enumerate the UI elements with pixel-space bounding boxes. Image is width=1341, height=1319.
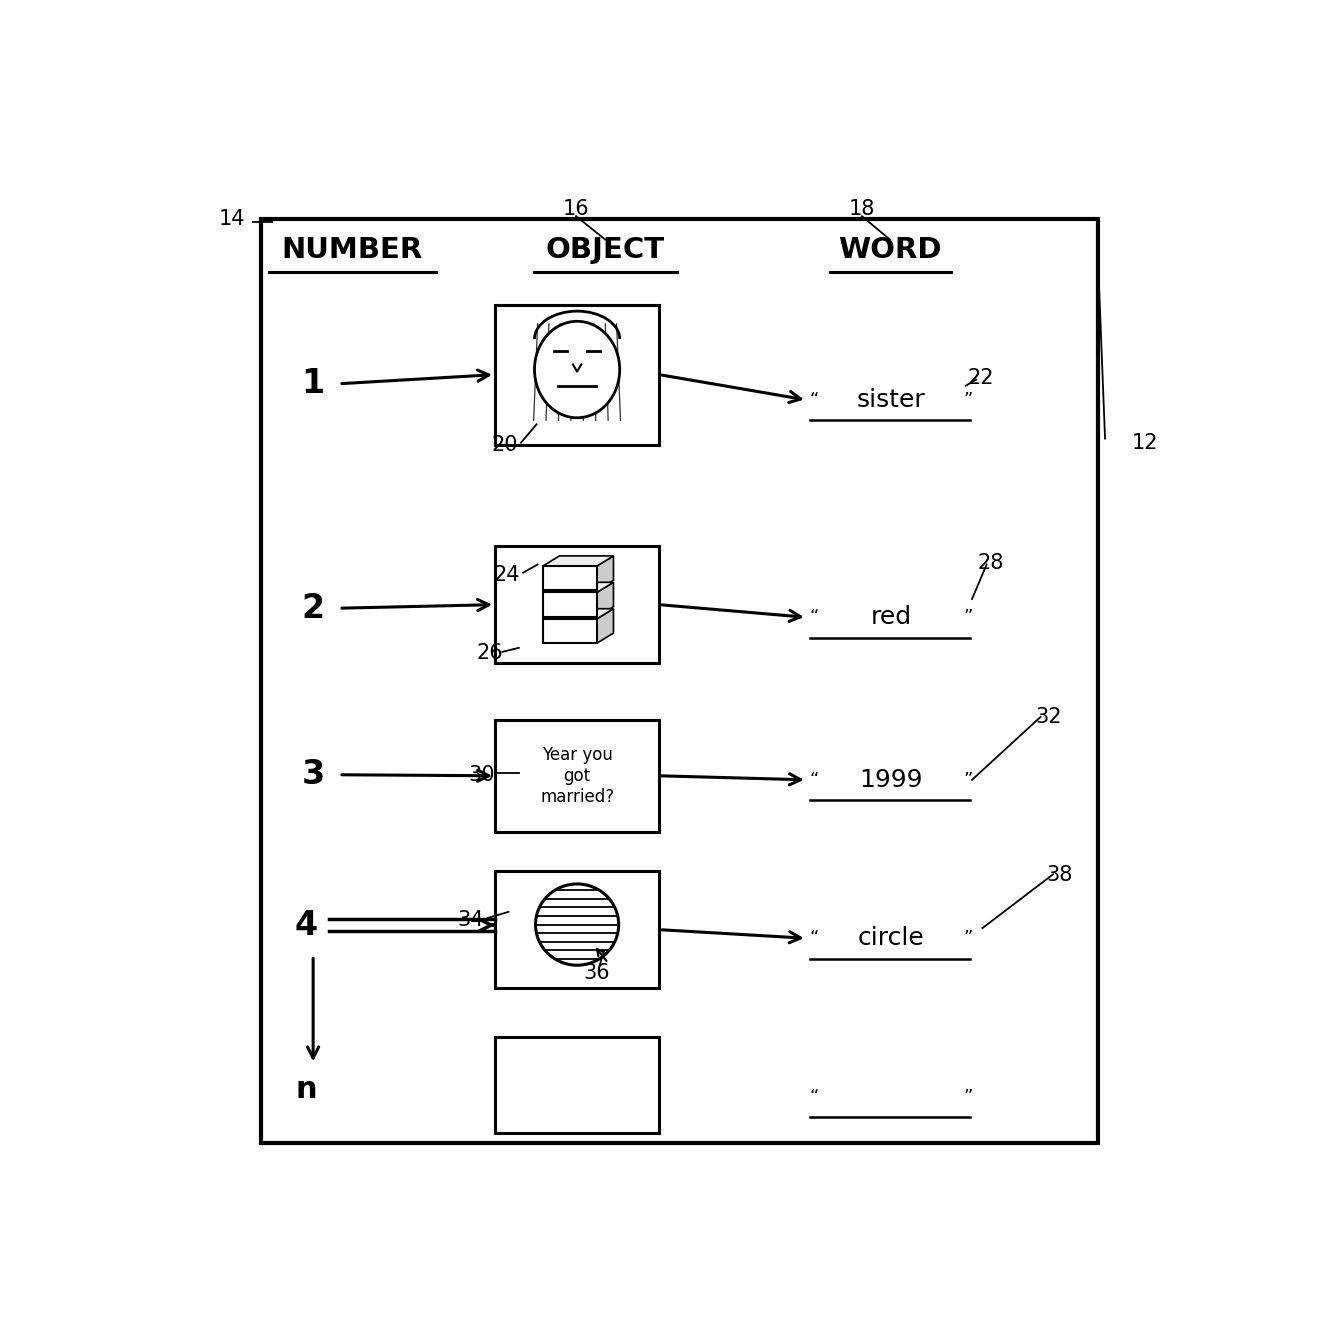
Text: circle: circle (858, 926, 924, 950)
Text: red: red (870, 605, 912, 629)
Text: 38: 38 (1046, 865, 1073, 885)
Text: 14: 14 (219, 210, 245, 230)
Text: 16: 16 (563, 199, 590, 219)
Text: n: n (295, 1075, 316, 1104)
Text: ”: ” (964, 608, 974, 627)
Polygon shape (597, 608, 613, 644)
Bar (495, 872, 660, 988)
Text: “: “ (810, 930, 819, 947)
Text: sister: sister (857, 388, 925, 412)
Text: 4: 4 (294, 909, 318, 942)
Bar (495, 305, 660, 445)
Bar (495, 720, 660, 832)
Text: 1: 1 (302, 367, 325, 400)
Bar (543, 619, 597, 644)
Text: 24: 24 (493, 565, 520, 584)
Polygon shape (543, 582, 613, 592)
Text: 34: 34 (457, 910, 484, 930)
Text: NUMBER: NUMBER (282, 236, 422, 264)
Polygon shape (597, 582, 613, 617)
Text: OBJECT: OBJECT (546, 236, 665, 264)
Text: 12: 12 (1132, 433, 1157, 452)
Text: 2: 2 (302, 592, 325, 625)
Text: ”: ” (964, 390, 974, 409)
Text: 1999: 1999 (860, 768, 923, 791)
Bar (543, 592, 597, 617)
Text: “: “ (810, 390, 819, 409)
Bar (261, 219, 1098, 1144)
Text: ”: ” (964, 1088, 974, 1105)
Text: 36: 36 (583, 963, 610, 983)
Text: WORD: WORD (838, 236, 941, 264)
Polygon shape (597, 555, 613, 591)
Text: 22: 22 (967, 368, 994, 388)
Text: 26: 26 (476, 642, 503, 663)
Text: 32: 32 (1035, 707, 1062, 727)
Bar (495, 1037, 660, 1133)
Text: “: “ (810, 770, 819, 789)
Ellipse shape (535, 322, 620, 418)
Text: “: “ (810, 1088, 819, 1105)
Text: Year you
got
married?: Year you got married? (540, 747, 614, 806)
Text: 18: 18 (849, 199, 876, 219)
Bar (495, 546, 660, 663)
Text: 30: 30 (468, 765, 495, 785)
Bar (543, 566, 597, 591)
Polygon shape (543, 555, 613, 566)
Text: 28: 28 (978, 553, 1004, 572)
Text: 20: 20 (491, 435, 518, 455)
Text: 3: 3 (302, 758, 325, 791)
Text: “: “ (810, 608, 819, 627)
Polygon shape (543, 608, 613, 619)
Text: ”: ” (964, 770, 974, 789)
Text: ”: ” (964, 930, 974, 947)
